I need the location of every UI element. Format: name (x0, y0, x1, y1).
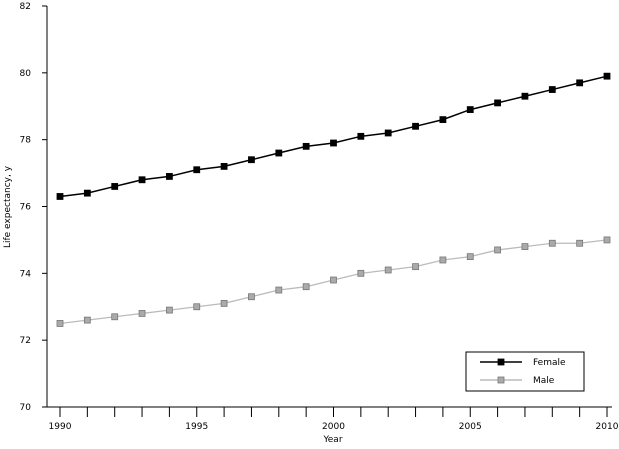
series-group (56, 72, 611, 327)
data-point (466, 253, 474, 261)
y-tick-label: 80 (20, 69, 32, 79)
data-point (138, 176, 146, 184)
legend-marker (497, 376, 505, 384)
y-tick-label: 72 (20, 336, 31, 346)
data-point (302, 283, 310, 291)
data-point (275, 149, 283, 157)
y-tick-label: 74 (20, 269, 32, 279)
series-female (56, 72, 611, 200)
data-point (548, 86, 556, 93)
data-point (330, 276, 337, 284)
data-point (193, 166, 201, 174)
data-point (494, 246, 502, 254)
x-tick-label: 2005 (459, 422, 482, 432)
data-point (330, 139, 337, 147)
y-tick-label: 76 (20, 203, 32, 213)
data-point (248, 156, 255, 164)
data-point (384, 129, 392, 137)
data-point (165, 173, 173, 180)
data-point (412, 122, 419, 130)
data-point (439, 116, 447, 124)
data-point (111, 313, 119, 321)
series-male (56, 236, 611, 327)
data-point (521, 92, 529, 100)
data-point (138, 310, 146, 317)
x-tick-label: 2000 (322, 422, 345, 432)
data-point (83, 316, 91, 324)
data-point (494, 99, 502, 107)
data-point (83, 189, 91, 197)
data-point (56, 320, 64, 327)
data-point (603, 72, 611, 80)
data-point (248, 293, 255, 301)
data-point (466, 106, 474, 113)
data-point (275, 286, 283, 294)
legend-box (465, 351, 585, 392)
y-tick-label: 82 (20, 2, 31, 12)
x-tick-label: 1995 (185, 422, 208, 432)
data-point (521, 243, 529, 251)
legend-marker (497, 358, 505, 366)
data-point (603, 236, 611, 244)
y-tick-label: 78 (20, 136, 32, 146)
y-tick-label: 70 (20, 403, 32, 413)
data-point (412, 263, 419, 271)
data-point (111, 183, 119, 190)
x-tick-label: 1990 (49, 422, 72, 432)
x-axis-title: Year (322, 435, 342, 445)
data-point (357, 269, 365, 277)
axes: 70 72 74 76 78 80 82 1990 1995 2000 2005 2010 (20, 2, 619, 432)
data-point (548, 239, 556, 247)
data-point (439, 256, 447, 264)
data-point (302, 142, 310, 150)
data-point (193, 303, 201, 311)
data-point (220, 162, 228, 170)
legend-label: Female (533, 358, 566, 368)
data-point (357, 132, 365, 140)
y-axis-title: Life expectancy, y (3, 165, 13, 248)
x-tick-label: 2010 (596, 422, 619, 432)
data-point (56, 193, 64, 200)
legend-label: Male (533, 376, 555, 386)
data-point (384, 266, 392, 274)
legend: Female Male (465, 351, 585, 392)
data-point (576, 79, 584, 87)
data-point (165, 306, 173, 314)
data-point (220, 300, 228, 307)
data-point (576, 239, 584, 247)
